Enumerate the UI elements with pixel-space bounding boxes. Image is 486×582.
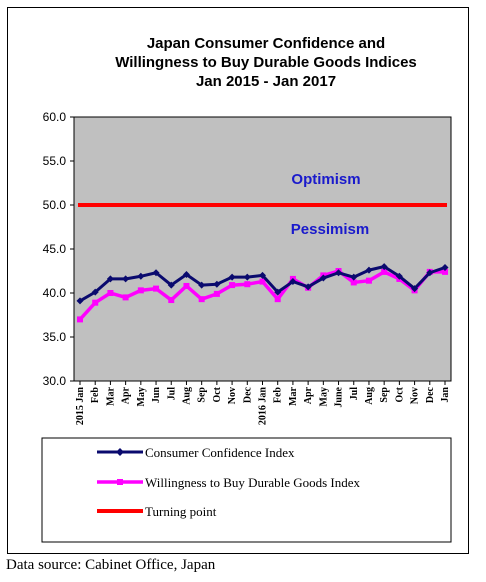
consumer-confidence-data-point [274, 288, 282, 296]
x-tick-label: Nov [227, 387, 238, 404]
willingness-data-point [274, 296, 281, 303]
x-tick-label: Jan [440, 387, 451, 403]
consumer-confidence-data-point [198, 281, 206, 289]
y-tick-label: 35.0 [43, 330, 67, 344]
x-tick-label: Aug [181, 387, 192, 405]
series-group [76, 203, 449, 323]
chart-title-line-2: Willingness to Buy Durable Goods Indices [115, 54, 417, 71]
legend-label: Turning point [145, 504, 217, 519]
consumer-confidence-data-point [106, 275, 114, 283]
willingness-data-point [244, 281, 251, 288]
x-tick-label: Apr [121, 386, 132, 404]
x-tick-label: Mar [288, 386, 299, 405]
consumer-confidence-data-point [259, 271, 266, 279]
x-tick-label: Feb [273, 387, 284, 404]
y-axis: 60.0 55.0 50.0 45.0 40.0 35.0 30.0 [43, 110, 74, 388]
consumer-confidence-data-point [228, 273, 236, 281]
x-tick-label: Sep [379, 387, 390, 403]
consumer-confidence-data-point [152, 269, 160, 277]
willingness-data-point [92, 299, 99, 306]
willingness-data-point [381, 268, 388, 275]
x-tick-label: Mar [105, 386, 116, 405]
x-tick-label: 2016 Jan [258, 387, 269, 426]
legend-swatch-marker [117, 479, 123, 485]
x-tick-label: Dec [242, 386, 253, 403]
legend-item-consumer-confidence: Consumer Confidence Index [97, 445, 295, 460]
willingness-data-point [198, 296, 205, 303]
willingness-data-point [153, 285, 160, 292]
x-tick-label: Aug [364, 387, 375, 405]
legend: Consumer Confidence Index Willingness to … [97, 445, 361, 519]
consumer-confidence-data-point [350, 273, 358, 281]
willingness-data-point [350, 279, 357, 286]
chart-canvas: Japan Consumer Confidence and Willingnes… [41, 35, 452, 543]
consumer-confidence-data-point [335, 269, 343, 277]
x-tick-label: Nov [410, 387, 421, 404]
legend-label: Willingness to Buy Durable Goods Index [145, 475, 361, 490]
y-tick-label: 30.0 [43, 374, 67, 388]
willingness-data-point [365, 277, 372, 284]
x-tick-label: May [318, 387, 329, 406]
x-tick-label: May [136, 387, 147, 406]
consumer-confidence-data-point [289, 278, 297, 286]
legend-box [41, 437, 452, 543]
x-tick-label: Oct [212, 386, 223, 402]
consumer-confidence-data-point [319, 274, 327, 282]
willingness-data-point [77, 316, 83, 323]
legend-label: Consumer Confidence Index [145, 445, 295, 460]
consumer-confidence-data-point [213, 280, 221, 288]
optimism-label: Optimism [291, 171, 360, 188]
pessimism-label: Pessimism [291, 221, 369, 238]
consumer-confidence-data-point [411, 285, 419, 293]
x-tick-label: Dec [425, 386, 436, 403]
consumer-confidence-data-point [380, 263, 388, 271]
x-tick-label: Sep [197, 387, 208, 403]
y-tick-label: 40.0 [43, 286, 67, 300]
chart-title-line-3: Jan 2015 - Jan 2017 [196, 73, 336, 90]
legend-item-willingness: Willingness to Buy Durable Goods Index [97, 475, 361, 490]
willingness-data-point [259, 278, 266, 285]
plot-area [73, 116, 452, 382]
willingness-data-point [442, 268, 448, 275]
consumer-confidence-data-point [395, 272, 403, 280]
consumer-confidence-data-point [137, 272, 145, 280]
y-tick-label: 60.0 [43, 110, 67, 124]
y-tick-label: 55.0 [43, 154, 67, 168]
data-source-note: Data source: Cabinet Office, Japan [6, 557, 216, 573]
willingness-data-point [122, 294, 129, 301]
y-tick-label: 45.0 [43, 242, 67, 256]
consumer-confidence-data-point [182, 271, 190, 279]
x-tick-label: Oct [394, 386, 405, 402]
willingness-data-point [137, 287, 144, 294]
willingness-data-point [183, 282, 190, 289]
x-axis: 2015 Jan Feb Mar Apr May Jun Jul Aug Sep Oct Nov De… [75, 381, 451, 425]
willingness-data-point [213, 290, 220, 297]
consumer-confidence-data-point [426, 269, 434, 277]
x-tick-label: Jul [166, 387, 177, 401]
willingness-data-point [168, 297, 175, 304]
x-tick-label: June [334, 386, 345, 407]
y-tick-label: 50.0 [43, 198, 67, 212]
willingness-data-point [229, 282, 236, 289]
consumer-confidence-data-point [304, 283, 312, 291]
willingness-data-point [107, 290, 114, 296]
x-tick-label: Apr [303, 386, 314, 404]
consumer-confidence-data-point [122, 275, 130, 283]
consumer-confidence-data-point [441, 263, 449, 271]
consumer-confidence-data-point [167, 281, 175, 289]
chart-title-line-1: Japan Consumer Confidence and [147, 35, 385, 52]
consumer-confidence-data-point [243, 273, 251, 281]
x-tick-label: 2015 Jan [75, 387, 86, 426]
legend-swatch-marker [116, 448, 124, 456]
x-tick-label: Jun [151, 387, 162, 404]
consumer-confidence-data-point [76, 297, 84, 305]
x-tick-label: Jul [349, 387, 360, 401]
legend-item-turning-point: Turning point [97, 504, 217, 519]
consumer-confidence-data-point [91, 288, 99, 296]
consumer-confidence-data-point [365, 266, 373, 274]
x-tick-label: Feb [90, 387, 101, 404]
